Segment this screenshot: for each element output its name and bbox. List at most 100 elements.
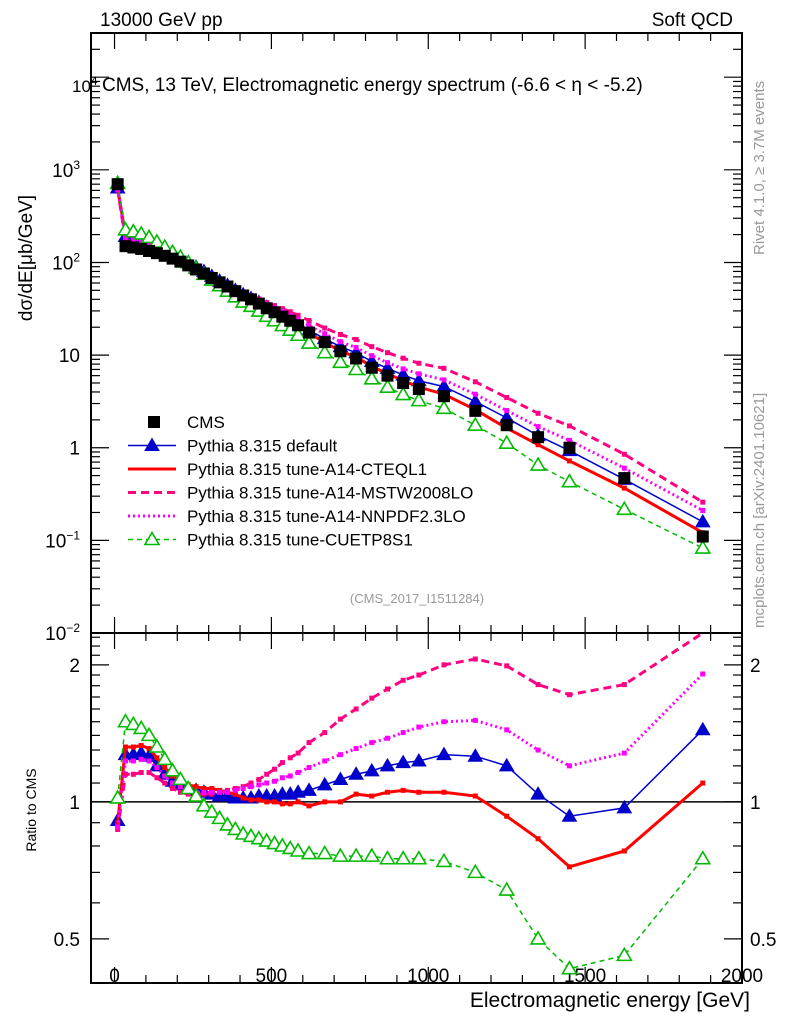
ratio-point-mstw: [384, 686, 390, 692]
main-point-cuetp8s1: [498, 434, 516, 449]
ratio-point-mstw: [337, 716, 343, 722]
ratio-point-nnpdf: [154, 765, 160, 771]
ratio-point-nnpdf: [264, 780, 270, 786]
main-point-cuetp8s1: [132, 225, 150, 240]
ratio-point-cteql1: [353, 791, 359, 797]
ratio-point-mstw: [248, 780, 254, 786]
main-point-nnpdf: [369, 353, 375, 359]
ratio-point-nnpdf: [224, 789, 230, 795]
ratio-point-default: [616, 799, 633, 814]
ratio-point-mstw: [295, 750, 301, 756]
process-label: Soft QCD: [652, 10, 733, 31]
x-tick-label: 500: [256, 966, 288, 987]
ratio-point-cteql1: [287, 801, 293, 807]
ratio-point-default: [436, 746, 452, 761]
ratio-point-nnpdf: [138, 756, 144, 762]
ratio-y-tick-label: 2: [69, 656, 80, 677]
ratio-point-default: [316, 776, 333, 791]
ratio-point-nnpdf: [248, 784, 254, 790]
data-point-cms: [563, 441, 576, 454]
x-tick-label: 2000: [721, 966, 763, 987]
ratio-point-default: [348, 766, 364, 780]
ratio-point-nnpdf: [472, 717, 478, 723]
ratio-point-nnpdf: [353, 746, 359, 752]
ratio-point-mstw: [162, 780, 168, 786]
ratio-point-cteql1: [306, 803, 312, 809]
data-point-cms: [412, 383, 425, 396]
main-point-nnpdf: [472, 391, 478, 397]
ratio-point-cteql1: [279, 801, 285, 807]
ratio-point-nnpdf: [295, 770, 301, 776]
main-plot-series: [109, 174, 712, 554]
ratio-point-mstw: [322, 730, 328, 736]
ratio-point-mstw: [170, 786, 176, 792]
main-point-mstw: [353, 337, 359, 343]
y-axis-title: dσ/dE[μb/GeV]: [16, 195, 37, 321]
data-point-cms: [292, 319, 305, 332]
ratio-point-cteql1: [441, 789, 447, 795]
legend-marker-default: [144, 437, 160, 451]
ratio-point-mstw: [177, 789, 183, 795]
ratio-y-tick-label: 0.5: [54, 930, 80, 951]
ratio-point-mstw: [369, 695, 375, 701]
ratio-point-cuetp8s1: [435, 852, 453, 868]
ratio-point-cuetp8s1: [379, 850, 396, 865]
ratio-point-cteql1: [337, 799, 343, 805]
ratio-point-nnpdf: [441, 719, 447, 725]
main-point-mstw: [472, 379, 478, 385]
ratio-point-cuetp8s1: [394, 850, 412, 865]
ratio-point-default: [561, 808, 578, 822]
ratio-point-nnpdf: [232, 787, 238, 793]
ratio-point-mstw: [264, 771, 270, 777]
main-point-mstw: [306, 318, 312, 324]
y-tick-label: 1: [69, 439, 80, 460]
legend-label-nnpdf: Pythia 8.315 tune-A14-NNPDF2.3LO: [187, 507, 466, 526]
main-line-cteql1: [116, 188, 704, 535]
ratio-point-cteql1: [322, 799, 328, 805]
ratio-point-nnpdf: [115, 824, 121, 830]
ratio-point-cuetp8s1: [203, 803, 221, 818]
ratio-point-cuetp8s1: [187, 787, 205, 802]
ratio-point-mstw: [416, 672, 422, 678]
ratio-point-nnpdf: [130, 758, 136, 764]
data-point-cms: [618, 472, 631, 485]
main-point-cuetp8s1: [316, 344, 334, 359]
main-point-default: [694, 513, 711, 528]
main-point-mstw: [700, 499, 706, 505]
main-point-nnpdf: [535, 424, 541, 430]
ratio-point-nnpdf: [217, 789, 223, 795]
main-point-nnpdf: [353, 345, 359, 351]
data-point-cms: [318, 336, 331, 349]
ratio-point-nnpdf: [279, 775, 285, 781]
y-tick-label: 102: [52, 250, 80, 274]
main-point-nnpdf: [384, 360, 390, 366]
main-point-cteql1: [621, 485, 627, 491]
data-point-cms: [437, 390, 450, 403]
ratio-point-mstw: [123, 771, 129, 777]
ratio-point-nnpdf: [146, 758, 152, 764]
ratio-point-mstw: [138, 770, 144, 776]
ratio-point-mstw: [306, 740, 312, 746]
main-point-mstw: [279, 306, 285, 312]
legend: CMS Pythia 8.315 default Pythia 8.315 tune…: [128, 413, 473, 550]
ratio-y-tick-label-right: 2: [750, 656, 761, 677]
ratio-point-default: [410, 752, 427, 767]
ratio-point-nnpdf: [170, 780, 176, 786]
ratio-point-cuetp8s1: [498, 881, 516, 896]
main-point-mstw: [337, 331, 343, 337]
ratio-point-cuetp8s1: [195, 797, 213, 812]
main-point-cuetp8s1: [410, 392, 428, 407]
legend-label-mstw: Pythia 8.315 tune-A14-MSTW2008LO: [187, 484, 473, 503]
ratio-point-mstw: [504, 663, 510, 669]
main-point-cuetp8s1: [379, 378, 396, 394]
main-point-nnpdf: [138, 237, 144, 243]
ratio-point-cteql1: [209, 786, 215, 792]
main-point-cuetp8s1: [529, 456, 547, 471]
data-point-cms: [469, 404, 482, 417]
ratio-point-cteql1: [130, 744, 136, 750]
ratio-point-cuetp8s1: [156, 750, 174, 766]
legend-label-default: Pythia 8.315 default: [187, 437, 338, 456]
analysis-id: (CMS_2017_I1511284): [350, 591, 484, 606]
ratio-point-nnpdf: [416, 724, 422, 730]
main-point-cuetp8s1: [694, 539, 712, 554]
